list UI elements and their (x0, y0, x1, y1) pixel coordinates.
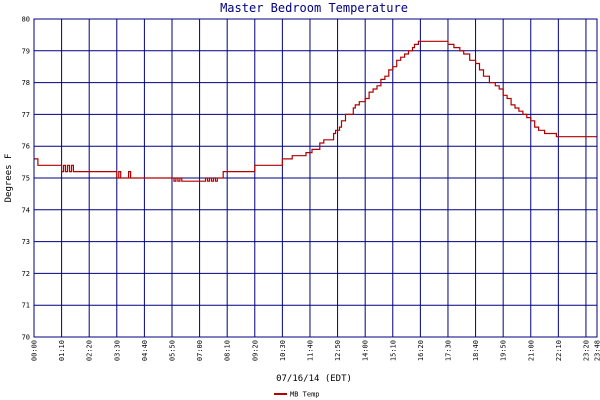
x-tick-label: 04:40 (141, 340, 149, 361)
x-tick-label: 17:30 (444, 340, 452, 361)
x-tick-label: 02:20 (86, 340, 94, 361)
y-tick-labels: 70 71 72 73 74 75 76 77 78 79 80 (22, 16, 30, 342)
x-tick-labels: 00:00 01:10 02:20 03:30 04:40 05:50 07:00 08:10… (31, 340, 600, 361)
y-tick-label: 73 (22, 238, 30, 246)
y-tick-label: 70 (22, 334, 30, 342)
y-tick-label: 72 (22, 270, 30, 278)
x-tick-label: 08:10 (224, 340, 232, 361)
x-tick-label: 18:40 (472, 340, 480, 361)
x-tick-label: 07:00 (196, 340, 204, 361)
x-tick-label: 01:10 (58, 340, 66, 361)
y-tick-label: 79 (22, 47, 30, 55)
x-tick-label: 05:50 (168, 340, 176, 361)
y-tick-label: 74 (22, 206, 30, 214)
y-tick-label: 78 (22, 79, 30, 87)
series-line-mb-temp (34, 40, 597, 182)
chart-title: Master Bedroom Temperature (220, 1, 408, 15)
legend-label: MB Temp (290, 391, 320, 399)
x-tick-label: 22:10 (555, 340, 563, 361)
x-tick-label: 23:48 (594, 340, 600, 361)
x-tick-label: 11:40 (306, 340, 314, 361)
y-tick-label: 77 (22, 111, 30, 119)
x-tick-label: 21:00 (527, 340, 535, 361)
plot-frame (33, 18, 598, 338)
x-axis-label: 07/16/14 (EDT) (276, 374, 352, 384)
x-tick-label: 00:00 (31, 340, 39, 361)
y-tick-label: 75 (22, 175, 30, 183)
x-tick-label: 15:10 (389, 340, 397, 361)
x-tick-label: 19:50 (500, 340, 508, 361)
x-tick-label: 16:20 (417, 340, 425, 361)
x-tick-label: 03:30 (113, 340, 121, 361)
x-tick-label: 12:50 (334, 340, 342, 361)
x-tick-label: 10:30 (279, 340, 287, 361)
x-tick-label: 09:20 (251, 340, 259, 361)
x-tick-label: 23:20 (582, 340, 590, 361)
legend: MB Temp (274, 391, 320, 399)
x-tick-label: 14:00 (362, 340, 370, 361)
y-tick-label: 76 (22, 143, 30, 151)
y-tick-label: 80 (22, 16, 30, 24)
series-lines (34, 40, 597, 182)
y-tick-label: 71 (22, 302, 30, 310)
y-axis-label: Degrees F (4, 154, 14, 203)
